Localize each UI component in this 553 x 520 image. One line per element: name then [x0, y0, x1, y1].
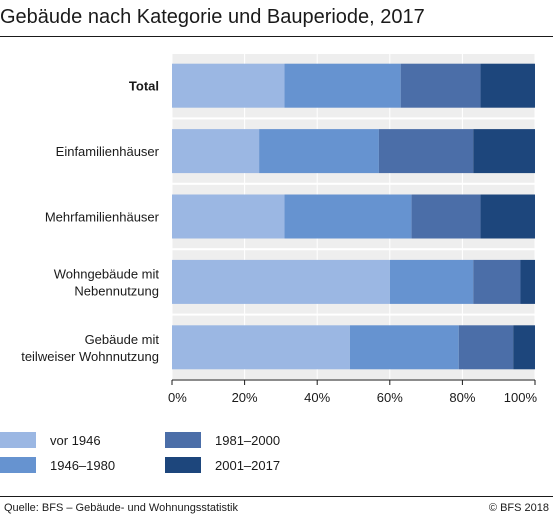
- legend-swatch: [0, 457, 36, 473]
- stacked-bar-chart: Total Einfamilienhäuser Mehrfamilienhäuser…: [21, 53, 538, 405]
- bar-segment-2: [284, 194, 412, 239]
- bar-segment-2: [284, 63, 401, 108]
- bar-segment-4: [473, 129, 535, 174]
- x-tick-label: 80%: [449, 390, 475, 405]
- bar-segment-1: [172, 259, 390, 304]
- bar-segment-1: [172, 194, 285, 239]
- legend-label: vor 1946: [50, 432, 101, 448]
- legend-swatch: [165, 457, 201, 473]
- bar-segment-3: [458, 325, 514, 370]
- bar-segment-4: [520, 259, 535, 304]
- category-label: Gebäude mit teilweiser Wohnnutzung: [21, 332, 159, 364]
- legend-swatch: [165, 432, 201, 448]
- bar-segment-4: [480, 194, 535, 239]
- x-tick-label: 0%: [168, 390, 187, 405]
- bar-segment-3: [411, 194, 481, 239]
- bar-segment-3: [378, 129, 474, 174]
- bar-segment-1: [172, 325, 350, 370]
- legend-label: 2001–2017: [215, 457, 281, 473]
- bar-segment-2: [389, 259, 474, 304]
- category-label-line: teilweiser Wohnnutzung: [21, 349, 159, 364]
- title-divider: [0, 36, 553, 37]
- bar-segment-1: [172, 129, 260, 174]
- legend-item: 1981–2000: [165, 432, 280, 448]
- legend-label: 1946–1980: [50, 457, 116, 473]
- bar-segment-2: [259, 129, 379, 174]
- x-tick-label: 20%: [232, 390, 258, 405]
- legend-label: 1981–2000: [215, 432, 281, 448]
- category-label: Total: [129, 79, 159, 94]
- bar-segment-3: [473, 259, 521, 304]
- category-label-line: Gebäude mit: [85, 332, 160, 347]
- category-label-line: Wohngebäude mit: [54, 266, 160, 281]
- bar-segment-4: [480, 63, 535, 108]
- bar-segment-1: [172, 63, 285, 108]
- source-note: Quelle: BFS – Gebäude- und Wohnungsstati…: [4, 502, 238, 514]
- bar-segment-2: [349, 325, 459, 370]
- category-label-line: Mehrfamilienhäuser: [45, 210, 160, 225]
- bar-segment-3: [400, 63, 481, 108]
- category-label-line: Einfamilienhäuser: [56, 144, 160, 159]
- category-label: Einfamilienhäuser: [56, 144, 160, 159]
- chart-title: Gebäude nach Kategorie und Bauperiode, 2…: [0, 6, 425, 28]
- category-label-line: Total: [129, 79, 159, 94]
- category-label: Mehrfamilienhäuser: [45, 210, 160, 225]
- footer-divider: [0, 496, 553, 497]
- legend-item: vor 1946: [0, 432, 101, 448]
- category-label-line: Nebennutzung: [74, 283, 159, 298]
- bar-segment-4: [513, 325, 535, 370]
- x-tick-label: 40%: [304, 390, 330, 405]
- copyright-note: © BFS 2018: [488, 502, 549, 514]
- category-label: Wohngebäude mit Nebennutzung: [54, 266, 160, 298]
- legend-swatch: [0, 432, 36, 448]
- x-tick-label: 100%: [504, 390, 538, 405]
- x-tick-label: 60%: [377, 390, 403, 405]
- legend-item: 1946–1980: [0, 457, 115, 473]
- legend-item: 2001–2017: [165, 457, 280, 473]
